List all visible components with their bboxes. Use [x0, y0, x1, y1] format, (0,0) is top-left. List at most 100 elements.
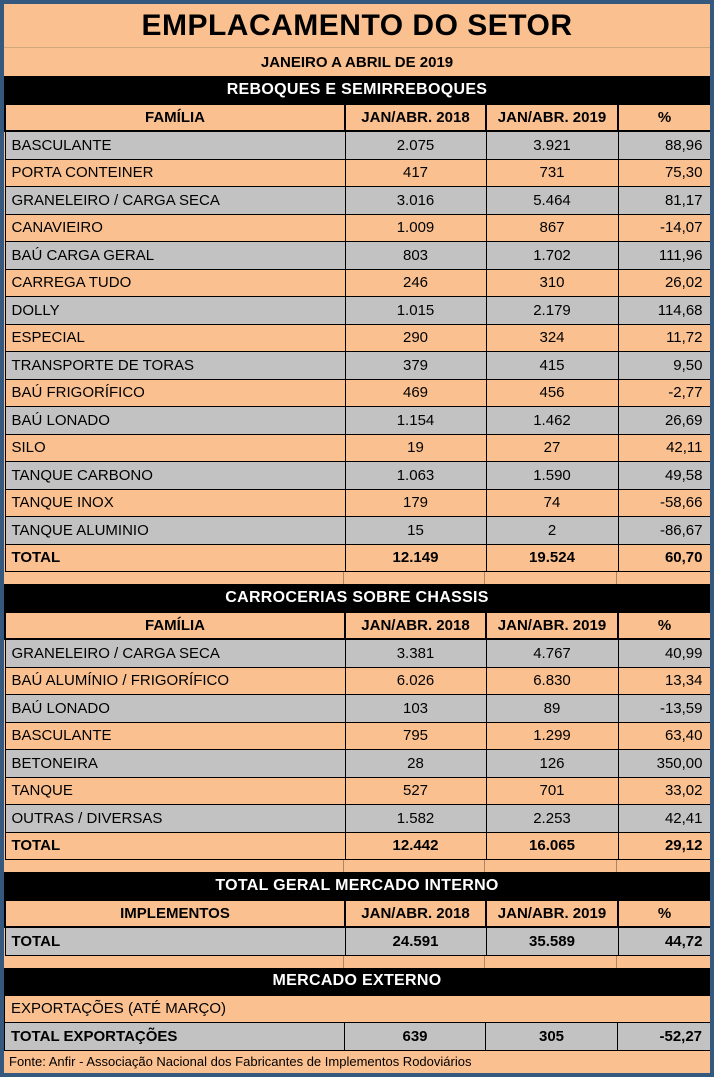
value-2019-cell: 305	[485, 1022, 618, 1051]
value-2019-cell: 1.590	[485, 461, 619, 490]
table-row: BASCULANTE 2.075 3.921 88,96	[4, 130, 710, 160]
value-2019-cell: 19.524	[485, 543, 619, 572]
family-cell: BAÚ LONADO	[4, 694, 346, 723]
column-header: JAN/ABR. 2018	[344, 611, 487, 640]
percent-change-cell: -86,67	[617, 516, 710, 545]
family-cell: DOLLY	[4, 296, 346, 325]
table-row: OUTRAS / DIVERSAS 1.582 2.253 42,41	[4, 804, 710, 833]
table-row: BAÚ LONADO 1.154 1.462 26,69	[4, 406, 710, 435]
value-2018-cell: 103	[344, 694, 487, 723]
percent-change-cell: 33,02	[617, 776, 710, 805]
value-2019-cell: 89	[485, 694, 619, 723]
value-2018-cell: 795	[344, 721, 487, 750]
section-spacer	[4, 572, 710, 584]
table-row: BETONEIRA 28 126 350,00	[4, 749, 710, 778]
column-header: JAN/ABR. 2018	[344, 899, 487, 928]
value-2019-cell: 731	[485, 158, 619, 187]
table-row: BAÚ FRIGORÍFICO 469 456 -2,77	[4, 378, 710, 407]
value-2019-cell: 27	[485, 433, 619, 462]
value-2019-cell: 1.462	[485, 406, 619, 435]
family-cell: BASCULANTE	[4, 130, 346, 160]
percent-change-cell: 9,50	[617, 351, 710, 380]
section-header: MERCADO EXTERNO	[4, 967, 710, 995]
value-2018-cell: 15	[344, 516, 487, 545]
value-2018-cell: 12.442	[344, 831, 487, 860]
table-section: MERCADO EXTERNO EXPORTAÇÕES (ATÉ MARÇO) T…	[4, 967, 710, 1051]
table-row: ESPECIAL 290 324 11,72	[4, 323, 710, 352]
value-2019-cell: 2.253	[485, 804, 619, 833]
percent-change-cell: 29,12	[617, 831, 710, 860]
family-cell: BASCULANTE	[4, 721, 346, 750]
table-section: REBOQUES E SEMIRREBOQUES FAMÍLIA JAN/ABR.…	[4, 76, 710, 572]
column-header: JAN/ABR. 2019	[485, 611, 619, 640]
value-2019-cell: 16.065	[485, 831, 619, 860]
value-2019-cell: 415	[485, 351, 619, 380]
family-cell: TOTAL	[4, 543, 346, 572]
percent-change-cell: 42,41	[617, 804, 710, 833]
column-header: JAN/ABR. 2019	[485, 899, 619, 928]
source-footer: Fonte: Anfir - Associação Nacional dos F…	[4, 1050, 710, 1072]
column-header: %	[617, 103, 710, 132]
data-table: EXPORTAÇÕES (ATÉ MARÇO) TOTAL EXPORTAÇÕES…	[4, 994, 710, 1051]
label-row-cell: EXPORTAÇÕES (ATÉ MARÇO)	[4, 994, 710, 1023]
value-2018-cell: 28	[344, 749, 487, 778]
percent-change-cell: 11,72	[617, 323, 710, 352]
value-2019-cell: 4.767	[485, 638, 619, 668]
section-header: CARROCERIAS SOBRE CHASSIS	[4, 584, 710, 611]
data-table: FAMÍLIA JAN/ABR. 2018 JAN/ABR. 2019% GRANEL…	[4, 611, 710, 860]
percent-change-cell: 111,96	[617, 241, 710, 270]
page-subtitle: JANEIRO A ABRIL DE 2019	[4, 48, 710, 76]
family-cell: PORTA CONTEINER	[4, 158, 346, 187]
table-row: CARREGA TUDO 246 310 26,02	[4, 268, 710, 297]
value-2018-cell: 6.026	[344, 666, 487, 695]
table-row: DOLLY 1.015 2.179 114,68	[4, 296, 710, 325]
column-header: JAN/ABR. 2019	[485, 103, 619, 132]
family-cell: SILO	[4, 433, 346, 462]
value-2018-cell: 1.009	[344, 213, 487, 242]
total-row: TOTAL 12.442 16.065 29,12	[4, 831, 710, 860]
section-header: TOTAL GERAL MERCADO INTERNO	[4, 872, 710, 899]
percent-change-cell: 42,11	[617, 433, 710, 462]
value-2018-cell: 2.075	[344, 130, 487, 160]
table-row: PORTA CONTEINER 417 731 75,30	[4, 158, 710, 187]
value-2019-cell: 2.179	[485, 296, 619, 325]
family-cell: TOTAL EXPORTAÇÕES	[4, 1022, 345, 1051]
value-2018-cell: 1.063	[344, 461, 487, 490]
percent-change-cell: -14,07	[617, 213, 710, 242]
column-header: %	[617, 899, 710, 928]
percent-change-cell: 44,72	[617, 926, 710, 956]
table-section: TOTAL GERAL MERCADO INTERNO IMPLEMENTOS J…	[4, 872, 710, 956]
value-2019-cell: 456	[485, 378, 619, 407]
table-row: BAÚ LONADO 103 89 -13,59	[4, 694, 710, 723]
value-2019-cell: 6.830	[485, 666, 619, 695]
value-2019-cell: 324	[485, 323, 619, 352]
table-row: BASCULANTE 795 1.299 63,40	[4, 721, 710, 750]
total-row: TOTAL 24.591 35.589 44,72	[4, 926, 710, 956]
value-2018-cell: 1.015	[344, 296, 487, 325]
value-2019-cell: 3.921	[485, 130, 619, 160]
value-2018-cell: 417	[344, 158, 487, 187]
value-2019-cell: 126	[485, 749, 619, 778]
table-section: CARROCERIAS SOBRE CHASSIS FAMÍLIA JAN/ABR…	[4, 584, 710, 860]
table-row: TANQUE 527 701 33,02	[4, 776, 710, 805]
column-header: JAN/ABR. 2018	[344, 103, 487, 132]
page-title: EMPLACAMENTO DO SETOR	[4, 4, 710, 48]
section-spacer	[4, 955, 710, 968]
value-2019-cell: 867	[485, 213, 619, 242]
percent-change-cell: -13,59	[617, 694, 710, 723]
data-table: IMPLEMENTOS JAN/ABR. 2018 JAN/ABR. 2019% TO…	[4, 899, 710, 956]
label-row: EXPORTAÇÕES (ATÉ MARÇO)	[4, 994, 710, 1023]
value-2018-cell: 3.016	[344, 186, 487, 215]
percent-change-cell: 350,00	[617, 749, 710, 778]
percent-change-cell: 75,30	[617, 158, 710, 187]
value-2018-cell: 246	[344, 268, 487, 297]
value-2018-cell: 469	[344, 378, 487, 407]
value-2018-cell: 12.149	[344, 543, 487, 572]
value-2018-cell: 379	[344, 351, 487, 380]
family-cell: TRANSPORTE DE TORAS	[4, 351, 346, 380]
family-cell: CARREGA TUDO	[4, 268, 346, 297]
family-cell: ESPECIAL	[4, 323, 346, 352]
value-2018-cell: 803	[344, 241, 487, 270]
family-cell: TANQUE INOX	[4, 488, 346, 517]
